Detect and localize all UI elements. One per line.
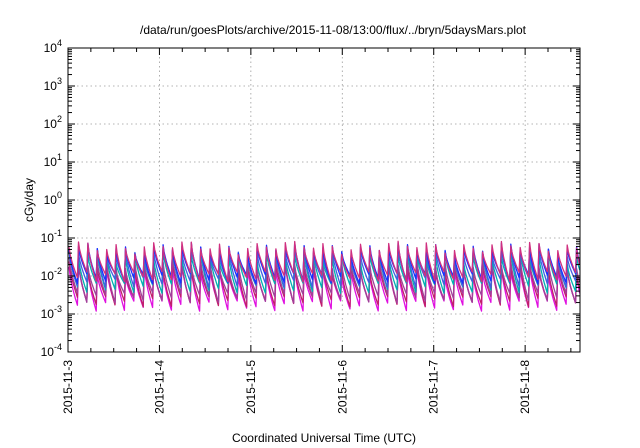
series-line xyxy=(68,249,581,294)
y-tick-label: 104 xyxy=(44,38,62,55)
x-tick-label: 2015-11-8 xyxy=(518,360,532,414)
series-line xyxy=(68,245,581,289)
y-tick-label: 101 xyxy=(44,152,62,169)
chart-title: /data/run/goesPlots/archive/2015-11-08/1… xyxy=(140,23,527,37)
axis-ticks xyxy=(67,47,580,353)
x-tick-label: 2015-11-5 xyxy=(244,360,258,414)
y-tick-label: 102 xyxy=(44,114,62,131)
y-tick-label: 103 xyxy=(44,76,62,93)
y-tick-label: 10-2 xyxy=(41,266,62,283)
y-tick-label: 100 xyxy=(44,190,62,207)
y-axis-label: cGy/day xyxy=(22,178,36,222)
series-line xyxy=(68,256,581,304)
y-tick-label: 10-1 xyxy=(41,228,62,245)
x-axis-label: Coordinated Universal Time (UTC) xyxy=(232,431,416,445)
x-tick-label: 2015-11-7 xyxy=(427,360,441,414)
y-tick-labels: 10-4 10-3 10-2 10-1 100 101 102 103 104 xyxy=(41,38,62,359)
series-group xyxy=(68,240,581,312)
x-tick-label: 2015-11-3 xyxy=(61,360,75,414)
series-line xyxy=(68,240,581,283)
y-tick-label: 10-3 xyxy=(41,304,62,321)
grid-lines xyxy=(68,48,580,352)
y-tick-label: 10-4 xyxy=(41,342,62,359)
x-tick-label: 2015-11-6 xyxy=(335,360,349,414)
x-tick-labels: 2015-11-3 2015-11-4 2015-11-5 2015-11-6 2015… xyxy=(61,360,532,414)
x-tick-label: 2015-11-4 xyxy=(152,360,166,414)
